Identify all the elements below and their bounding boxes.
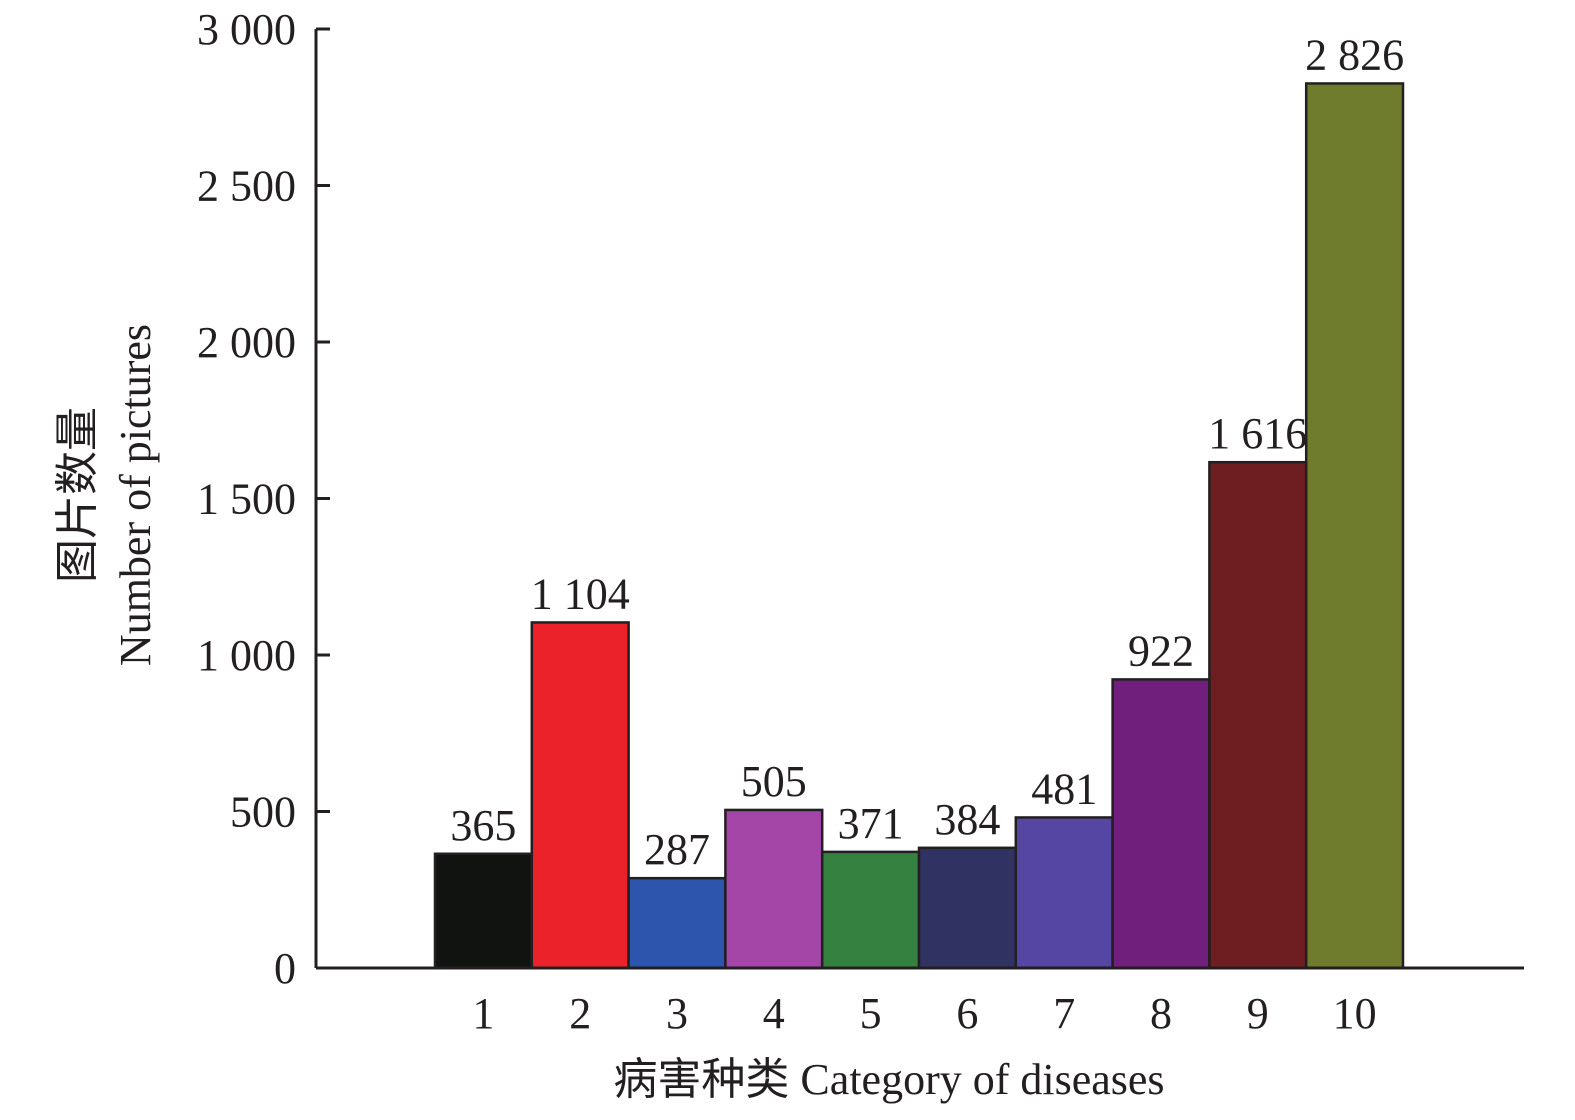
y-axis-title-cn: 图片数量 <box>53 407 102 583</box>
bar-3 <box>627 876 727 970</box>
value-label-7: 481 <box>1031 764 1097 813</box>
value-label-3: 287 <box>644 825 710 874</box>
y-tick-label: 2 500 <box>197 162 296 211</box>
value-labels: 365 1 104 287 505 371 384 481 922 1 616 2 826 <box>450 30 1404 874</box>
value-label-2: 1 104 <box>531 569 630 618</box>
x-tick-label-1: 1 <box>472 989 494 1038</box>
bar-4 <box>724 808 824 970</box>
value-label-9: 1 616 <box>1208 409 1307 458</box>
x-axis-title: 病害种类 Category of diseases <box>613 1055 1164 1104</box>
x-tick-label-10: 10 <box>1333 989 1377 1038</box>
bar-8 <box>1111 678 1211 970</box>
bar-6 <box>917 846 1018 970</box>
bar-9 <box>1208 460 1308 970</box>
value-label-6: 384 <box>934 795 1000 844</box>
y-axis-ticks: 0 500 1 000 1 500 2 000 2 500 3 000 <box>197 5 330 993</box>
x-tick-label-2: 2 <box>569 989 591 1038</box>
x-axis-ticks: 1 2 3 4 5 6 7 8 9 10 <box>472 989 1376 1038</box>
bar-10 <box>1304 82 1405 970</box>
y-axis-title: 图片数量 Number of pictures <box>53 324 160 666</box>
bars <box>433 82 1405 970</box>
value-label-8: 922 <box>1128 626 1194 675</box>
y-axis-title-en: Number of pictures <box>111 324 160 666</box>
y-tick-label: 2 000 <box>197 318 296 367</box>
bar-2 <box>530 621 630 970</box>
bar-7 <box>1014 816 1114 970</box>
x-tick-label-7: 7 <box>1053 989 1075 1038</box>
y-tick-label: 3 000 <box>197 5 296 54</box>
value-label-1: 365 <box>450 801 516 850</box>
value-label-5: 371 <box>838 799 904 848</box>
x-tick-label-9: 9 <box>1247 989 1269 1038</box>
bar-1 <box>433 852 534 970</box>
value-label-10: 2 826 <box>1305 30 1404 79</box>
x-tick-label-6: 6 <box>956 989 978 1038</box>
y-tick-label: 1 000 <box>197 631 296 680</box>
value-label-4: 505 <box>741 757 807 806</box>
y-tick-label: 0 <box>274 944 296 993</box>
x-tick-label-5: 5 <box>860 989 882 1038</box>
y-tick-label: 500 <box>230 788 296 837</box>
x-tick-label-8: 8 <box>1150 989 1172 1038</box>
x-tick-label-3: 3 <box>666 989 688 1038</box>
y-tick-label: 1 500 <box>197 475 296 524</box>
x-tick-label-4: 4 <box>763 989 785 1038</box>
bar-5 <box>820 850 921 970</box>
